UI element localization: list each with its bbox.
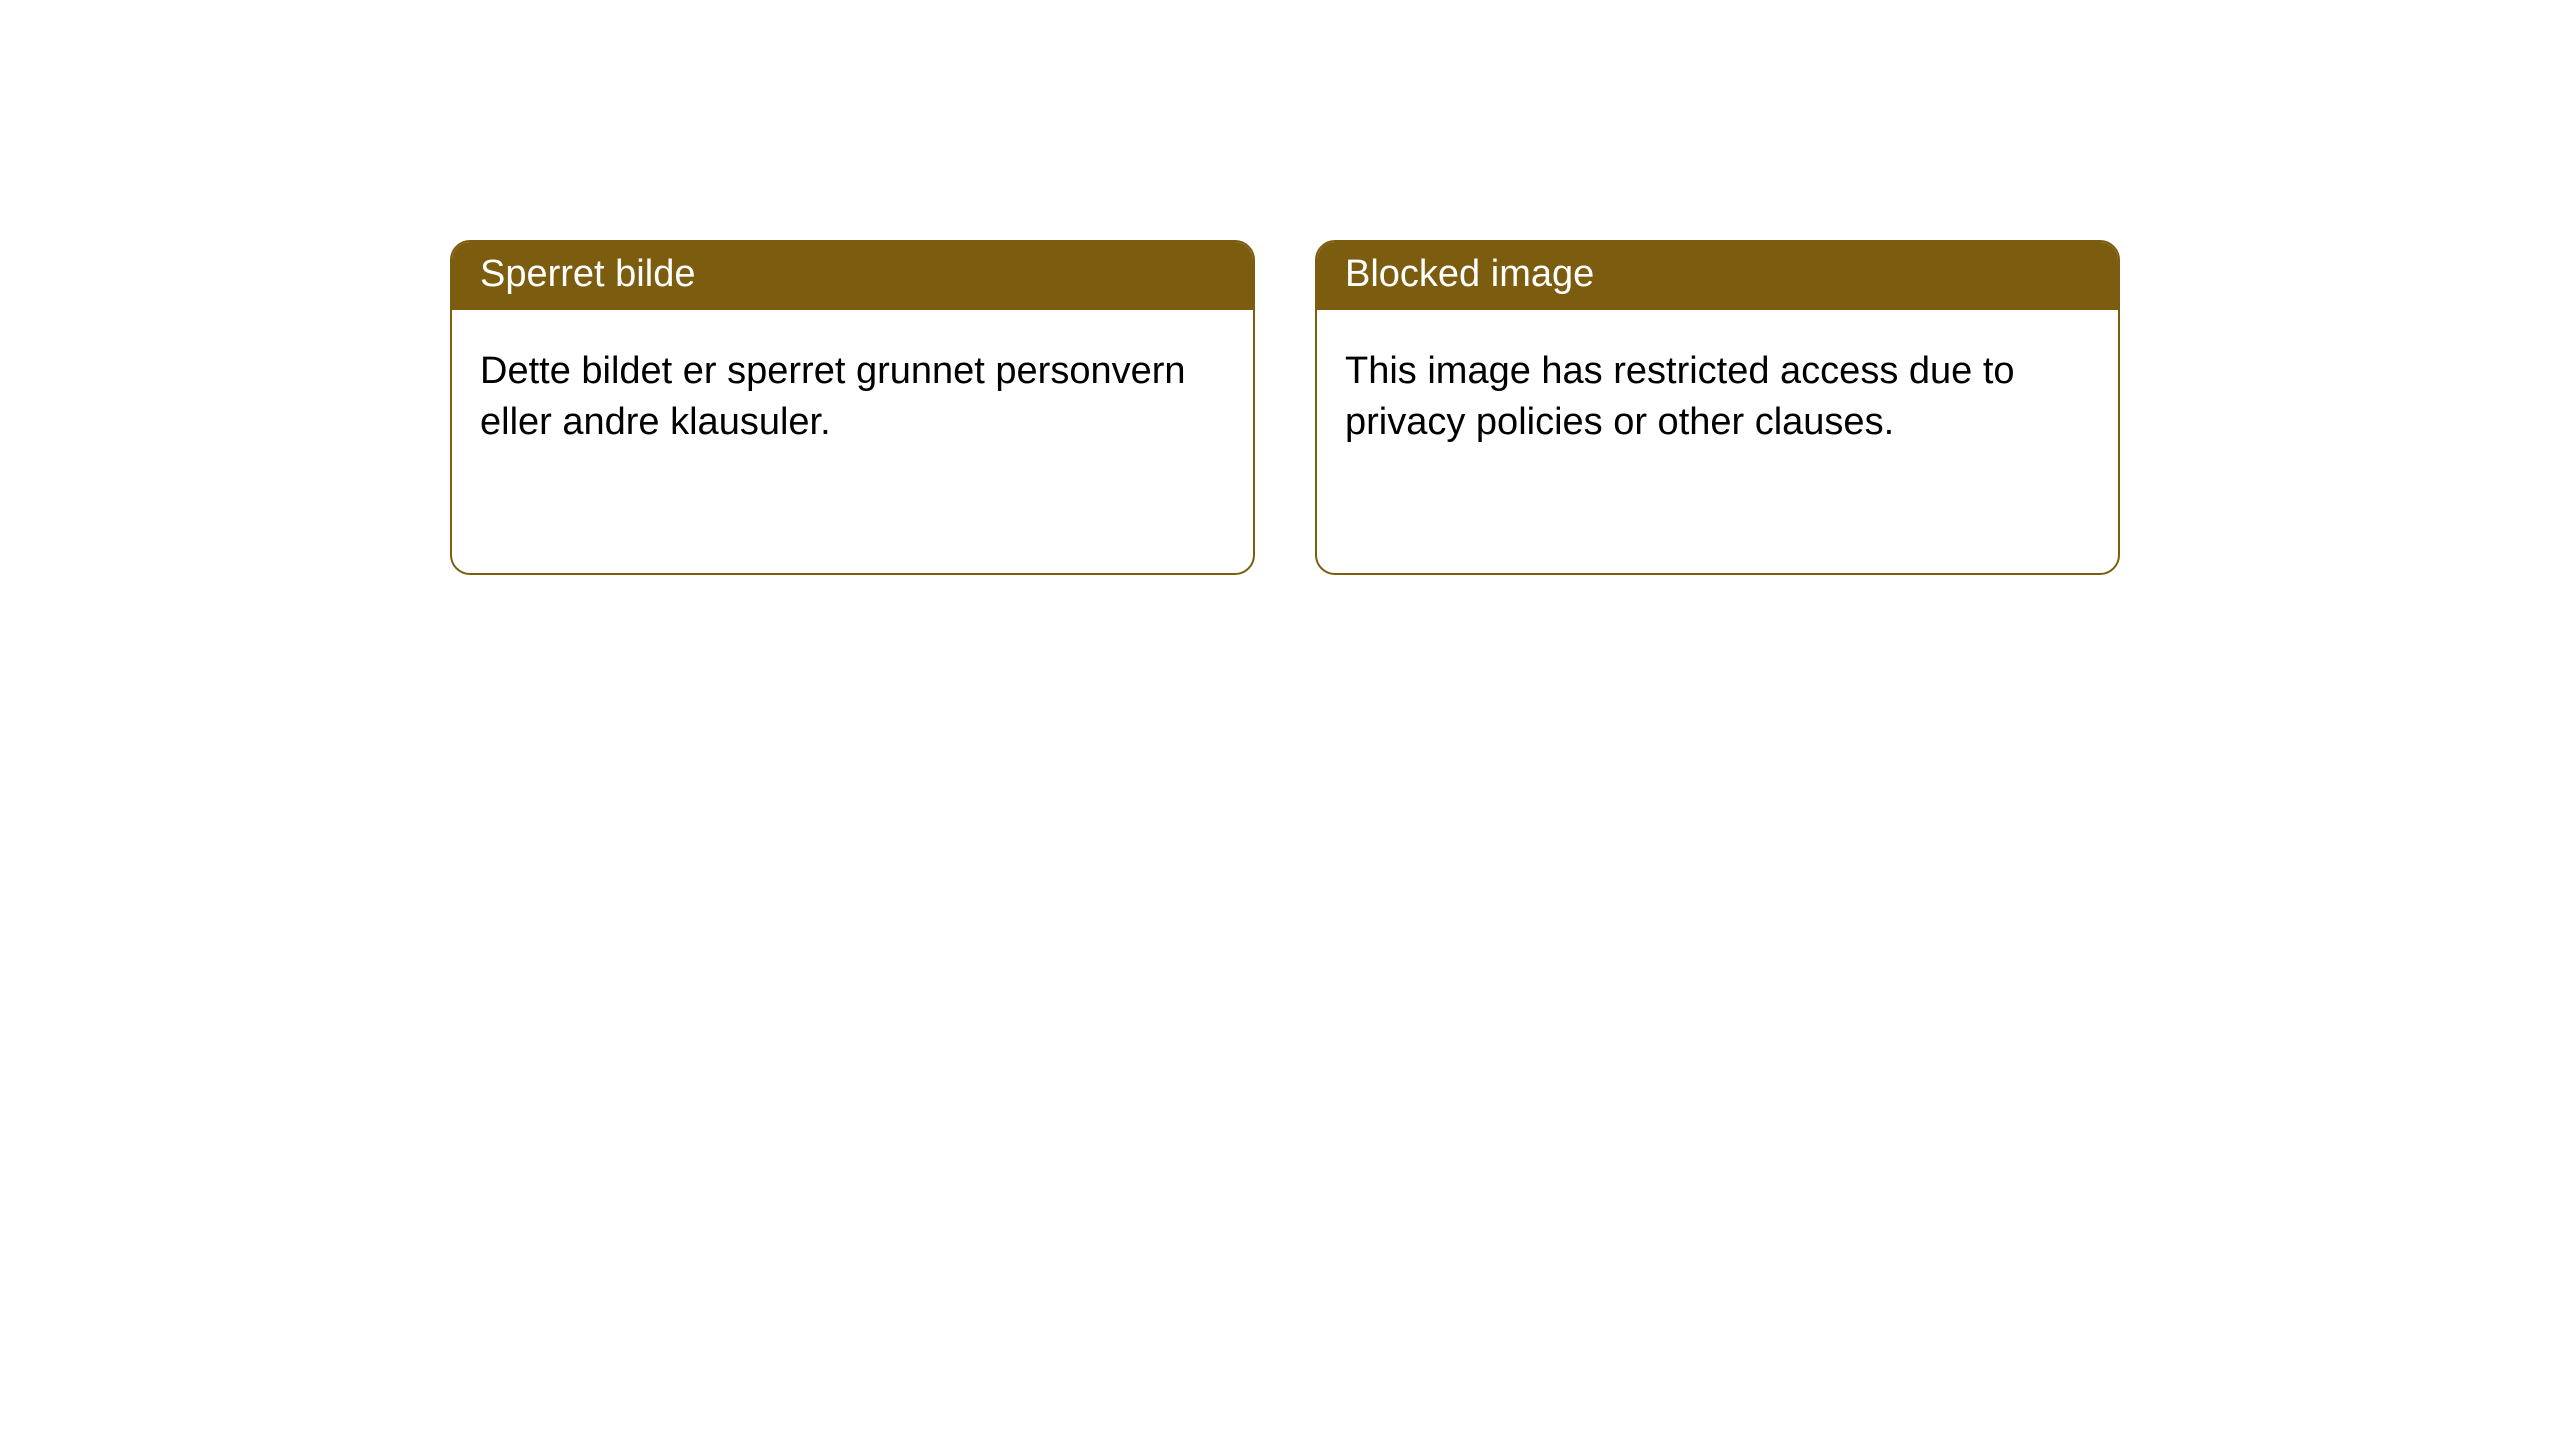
notice-body: This image has restricted access due to … [1317, 310, 2118, 477]
notice-body: Dette bildet er sperret grunnet personve… [452, 310, 1253, 477]
notice-container: Sperret bilde Dette bildet er sperret gr… [0, 0, 2560, 575]
notice-title: Sperret bilde [452, 242, 1253, 310]
notice-card-english: Blocked image This image has restricted … [1315, 240, 2120, 575]
notice-title: Blocked image [1317, 242, 2118, 310]
notice-card-norwegian: Sperret bilde Dette bildet er sperret gr… [450, 240, 1255, 575]
